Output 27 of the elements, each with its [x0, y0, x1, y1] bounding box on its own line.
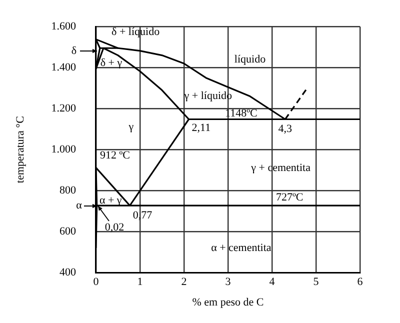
annotation: α + cementita	[211, 242, 272, 254]
x-tick-label: 6	[357, 276, 364, 288]
annotation: 4,3	[278, 123, 293, 136]
annotation: 912 ºC	[100, 150, 130, 162]
annotation: δ	[71, 45, 77, 58]
annotation: 0,02	[104, 221, 124, 234]
annotation: líquido	[234, 53, 266, 66]
y-tick-label: 1.600	[51, 20, 76, 32]
y-tick-label: 1.400	[51, 61, 76, 74]
x-tick-label: 5	[313, 276, 320, 288]
x-tick-label: 4	[269, 276, 276, 288]
x-axis-title: % em peso de C	[192, 296, 264, 308]
y-tick-label: 1.200	[51, 102, 76, 114]
y-tick-label: 800	[59, 184, 76, 196]
y-axis-title: temperatura °C	[14, 116, 26, 184]
y-tick-label: 1.000	[51, 143, 76, 156]
x-tick-label: 2	[181, 276, 187, 288]
annotation: γ	[128, 120, 134, 133]
annotation: α	[76, 199, 82, 212]
y-tick-label: 400	[59, 266, 76, 278]
x-tick-label: 3	[225, 276, 232, 288]
annotation: δ + γ	[100, 56, 122, 69]
y-tick-label: 600	[59, 225, 76, 238]
x-tick-label: 0	[93, 276, 100, 288]
annotation: 2,11	[192, 122, 211, 134]
x-tick-label: 1	[137, 276, 143, 288]
annotation: 727ºC	[276, 191, 304, 204]
